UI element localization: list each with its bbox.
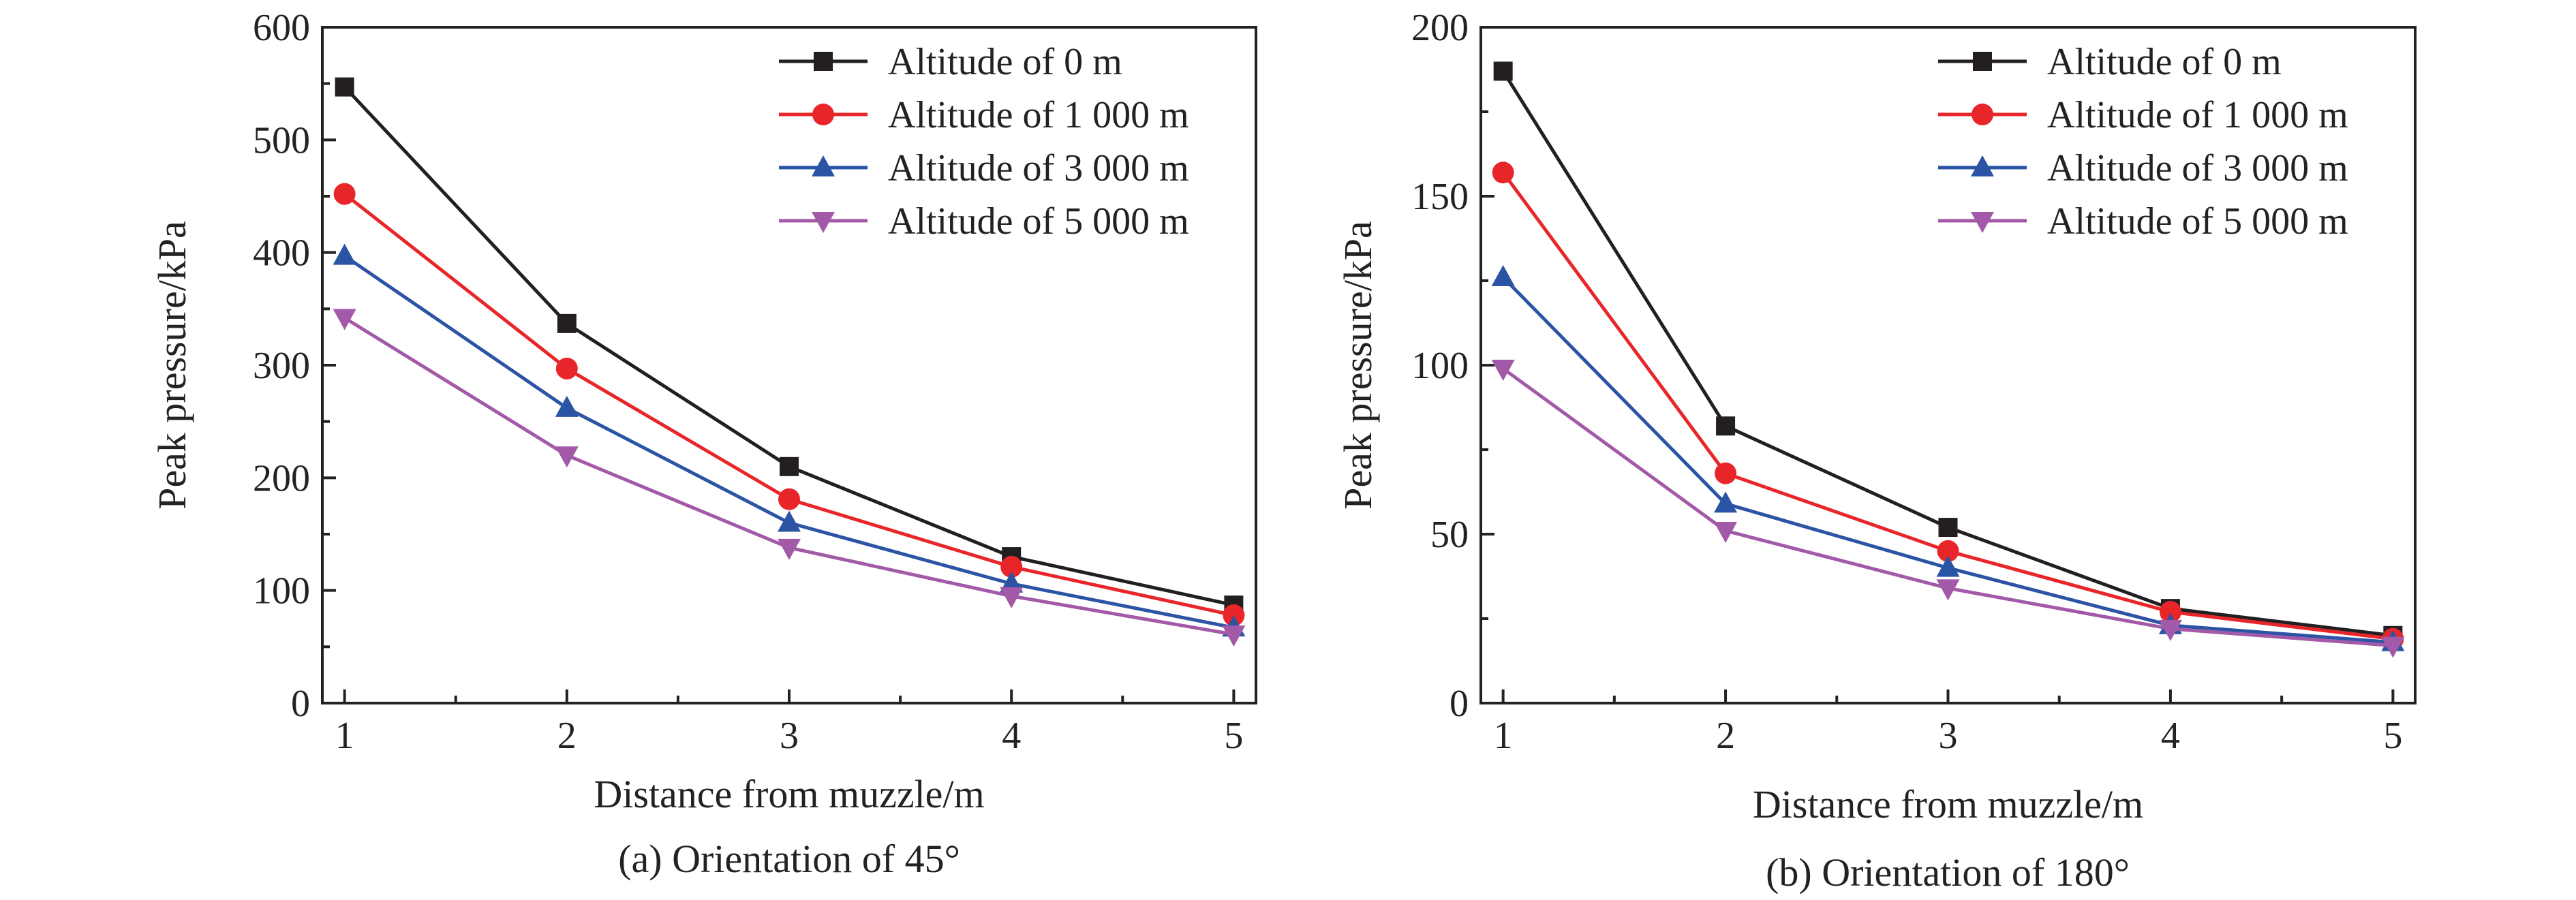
legend-marker	[1971, 212, 1994, 233]
chart-caption: (b) Orientation of 180°	[1766, 850, 2130, 895]
data-point	[333, 309, 356, 330]
y-tick-label: 600	[253, 7, 310, 49]
data-point	[1714, 491, 1738, 513]
x-tick-label: 3	[780, 715, 799, 757]
data-point	[1492, 161, 1514, 184]
data-point	[780, 456, 799, 476]
data-point	[1937, 540, 1959, 562]
x-tick-label: 4	[1002, 715, 1021, 757]
data-point	[555, 446, 579, 468]
x-tick-label: 5	[1224, 715, 1243, 757]
chart-panel-b: 0 50 100 150 200 1 2 3 4 5 Distance from muzzle/m P…	[1336, 7, 2417, 895]
y-tick-label: 100	[1411, 345, 1469, 387]
chart-caption: (a) Orientation of 45°	[618, 837, 960, 881]
x-tick-label: 5	[2383, 715, 2402, 757]
data-point	[555, 357, 578, 379]
data-point	[1716, 416, 1736, 436]
legend-label: Altitude of 0 m	[2047, 41, 2282, 83]
data-point	[335, 77, 354, 97]
data-point	[2381, 636, 2405, 658]
y-axis-label: Peak pressure/kPa	[150, 221, 194, 510]
x-tick-label: 1	[1494, 715, 1513, 757]
x-tick-label: 4	[2161, 715, 2180, 757]
data-point	[1936, 579, 1960, 601]
x-tick-label: 2	[557, 715, 577, 757]
y-tick-label: 400	[253, 232, 310, 275]
x-tick-label: 1	[335, 715, 354, 757]
y-tick-label: 300	[253, 345, 310, 387]
data-point	[1493, 61, 1513, 81]
chart-panel-a: 0 100 200 300 400 500 600 1 2 3 4 5 Distance from mu…	[150, 7, 1257, 881]
legend-label: Altitude of 3 000 m	[2047, 147, 2348, 189]
data-point	[1715, 462, 1737, 484]
legend-label: Altitude of 1 000 m	[888, 94, 1189, 136]
data-point	[1000, 587, 1024, 608]
data-point	[333, 243, 356, 265]
x-axis-label: Distance from muzzle/m	[1753, 782, 2143, 826]
y-tick-label: 200	[1411, 7, 1469, 49]
data-point	[1491, 359, 1515, 381]
data-point	[1222, 625, 1246, 647]
legend-label: Altitude of 5 000 m	[2047, 200, 2348, 243]
data-point	[1714, 522, 1738, 544]
y-tick-label: 150	[1411, 176, 1469, 218]
y-tick-label: 200	[253, 457, 310, 499]
legend-marker	[814, 52, 833, 71]
legend-marker	[1973, 52, 1992, 71]
data-point	[1938, 518, 1958, 538]
data-point	[778, 488, 800, 510]
y-axis-label: Peak pressure/kPa	[1336, 221, 1380, 510]
x-tick-label: 2	[1716, 715, 1735, 757]
series-line-3	[343, 254, 1234, 630]
data-point	[1936, 555, 1960, 577]
legend-marker	[812, 104, 834, 125]
legend-marker	[1972, 104, 1993, 125]
data-point	[1491, 265, 1515, 287]
legend-marker	[812, 155, 835, 176]
legend-label: Altitude of 3 000 m	[888, 147, 1189, 189]
y-tick-label: 50	[1430, 514, 1469, 556]
data-point	[1000, 555, 1023, 578]
data-point	[1223, 604, 1245, 627]
data-point	[333, 183, 356, 205]
data-point	[555, 395, 579, 417]
data-point	[2159, 601, 2181, 623]
data-point	[778, 510, 801, 532]
y-tick-label: 100	[253, 570, 310, 612]
data-point	[2158, 619, 2182, 641]
legend-marker	[1971, 155, 1994, 176]
legend-label: Altitude of 5 000 m	[888, 200, 1189, 243]
series-line-4	[1502, 367, 2393, 648]
y-tick-label: 0	[1450, 683, 1469, 725]
legend-label: Altitude of 1 000 m	[2047, 94, 2348, 136]
x-axis-label: Distance from muzzle/m	[594, 772, 984, 816]
legend-label: Altitude of 0 m	[888, 41, 1122, 83]
data-point	[778, 538, 801, 560]
data-point	[557, 313, 577, 333]
y-tick-label: 500	[253, 119, 310, 161]
y-tick-label: 0	[291, 683, 310, 725]
x-tick-label: 3	[1939, 715, 1958, 757]
legend-marker	[812, 212, 835, 233]
